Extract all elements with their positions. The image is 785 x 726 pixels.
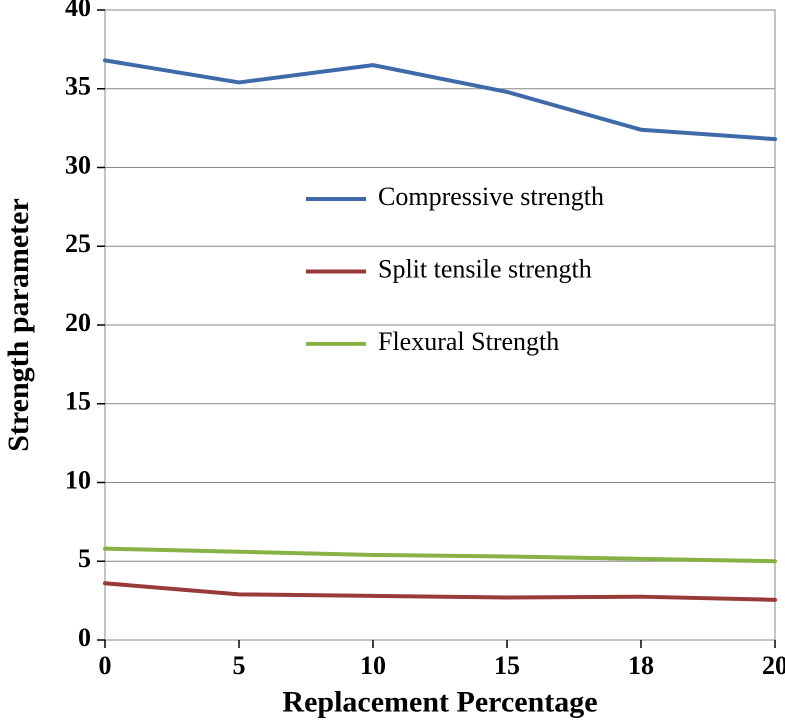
legend-label: Split tensile strength: [378, 254, 592, 283]
x-tick-label: 18: [628, 651, 654, 680]
strength-chart: 0 5 10 15 20 25 30 35 40 0 5 10 15 18 20 Compressive st…: [0, 0, 785, 726]
x-tick-label: 20: [762, 651, 785, 680]
y-tick-label: 10: [65, 465, 91, 494]
y-tick-label: 40: [65, 0, 91, 22]
y-tick-label: 5: [78, 544, 91, 573]
x-tick-label: 15: [494, 651, 520, 680]
y-tick-label: 15: [65, 387, 91, 416]
y-tick-label: 30: [65, 150, 91, 179]
legend-label: Compressive strength: [378, 182, 604, 211]
x-tick-label: 5: [233, 651, 246, 680]
y-tick-label: 35: [65, 72, 91, 101]
legend-label: Flexural Strength: [378, 327, 559, 356]
x-axis-title: Replacement Percentage: [282, 686, 597, 719]
x-tick-label: 0: [99, 651, 112, 680]
y-tick-label: 0: [78, 623, 91, 652]
y-tick-label: 25: [65, 229, 91, 258]
x-tick-label: 10: [360, 651, 386, 680]
y-tick-label: 20: [65, 308, 91, 337]
y-axis-title: Strength parameter: [2, 198, 35, 452]
